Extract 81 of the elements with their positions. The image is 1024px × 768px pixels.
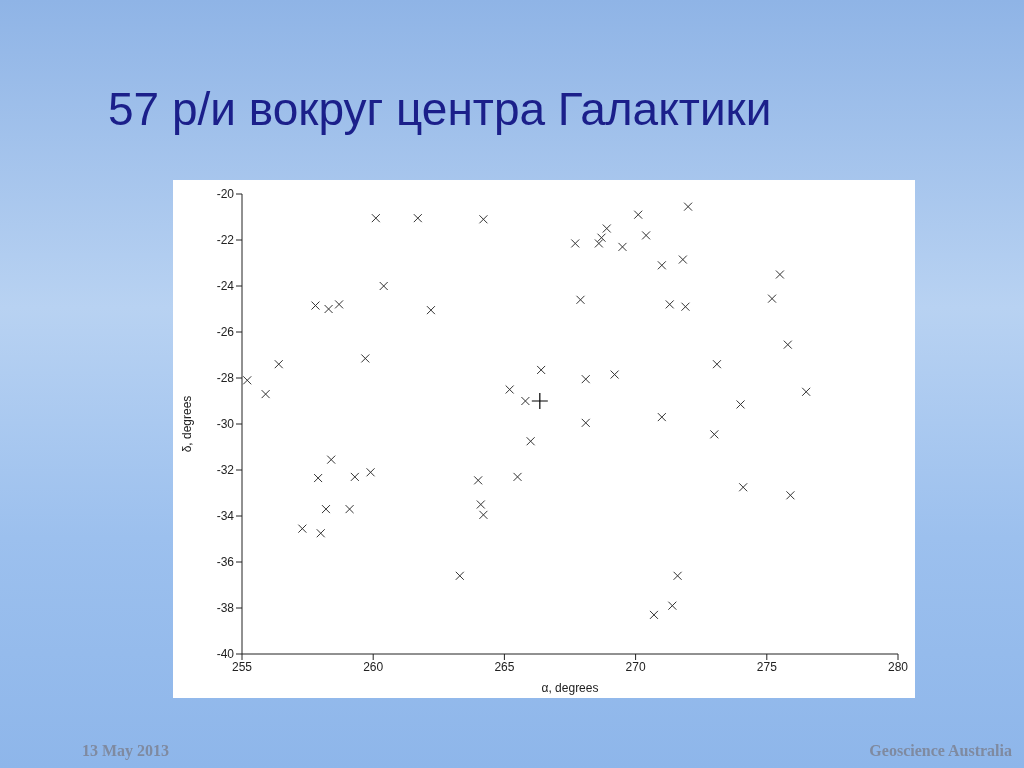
point	[242, 375, 252, 385]
y-tick-label: -32	[216, 463, 235, 478]
point	[738, 482, 748, 492]
y-tick-label: -26	[216, 325, 235, 340]
point	[570, 238, 580, 248]
point	[783, 340, 793, 350]
y-tick-label: -40	[216, 647, 235, 662]
text: Geoscience Australia	[869, 742, 1012, 760]
point	[610, 370, 620, 380]
point	[649, 610, 659, 620]
y-tick-label: -36	[216, 555, 235, 570]
point	[310, 301, 320, 311]
point	[274, 359, 284, 369]
point	[321, 504, 331, 514]
x-tick-label: 255	[231, 659, 253, 674]
y-axis-title: δ, degrees	[180, 395, 195, 453]
point	[594, 238, 604, 248]
point	[709, 429, 719, 439]
point	[767, 294, 777, 304]
x-tick-label: 260	[363, 659, 384, 674]
point	[478, 214, 488, 224]
point	[665, 299, 675, 309]
y-tick-label: -30	[216, 417, 235, 432]
point	[775, 270, 785, 279]
y-tick-label: -20	[216, 187, 235, 202]
point	[657, 260, 667, 270]
point	[413, 213, 423, 223]
point	[478, 510, 488, 520]
y-tick-label: -34	[216, 509, 235, 524]
point	[297, 524, 307, 534]
point	[785, 490, 795, 500]
x-tick-label: 280	[887, 659, 909, 674]
x-tick-label: 265	[494, 659, 515, 674]
point	[473, 475, 483, 485]
point	[680, 302, 690, 312]
point	[581, 374, 591, 384]
x-tick-label: 270	[625, 659, 646, 674]
point	[581, 418, 591, 428]
y-tick-label: -28	[216, 371, 235, 386]
point	[736, 399, 746, 409]
point	[324, 304, 334, 314]
point	[379, 281, 389, 291]
point	[350, 472, 360, 482]
point	[801, 387, 811, 397]
point	[316, 528, 326, 538]
point	[617, 242, 627, 252]
point	[641, 230, 651, 240]
point	[313, 473, 323, 483]
point	[633, 210, 643, 220]
x-tick-label: 275	[756, 659, 778, 674]
point	[476, 500, 486, 509]
point	[657, 412, 667, 422]
point	[673, 571, 683, 581]
point	[334, 299, 344, 309]
point	[602, 224, 612, 233]
point	[513, 472, 523, 482]
point	[576, 295, 585, 305]
point	[371, 213, 381, 223]
point	[505, 385, 515, 394]
point	[345, 504, 355, 514]
point	[366, 467, 376, 477]
point	[520, 396, 530, 406]
x-axis-title: α, degrees	[541, 681, 599, 695]
point	[426, 305, 436, 315]
text: 13 May 2013	[82, 742, 170, 760]
point	[678, 255, 688, 265]
point	[712, 359, 722, 369]
point	[683, 202, 693, 212]
y-tick-label: -38	[216, 601, 235, 616]
point	[326, 455, 336, 465]
point	[261, 389, 271, 399]
point	[536, 365, 546, 375]
point	[531, 392, 549, 410]
chart-title: 57 р/и вокруг центра Галактики	[108, 82, 772, 136]
point	[667, 601, 677, 611]
y-tick-label: -24	[216, 279, 235, 294]
point	[360, 353, 370, 363]
point	[526, 436, 536, 446]
point	[596, 233, 606, 243]
y-tick-label: -22	[216, 233, 235, 248]
point	[455, 571, 465, 581]
